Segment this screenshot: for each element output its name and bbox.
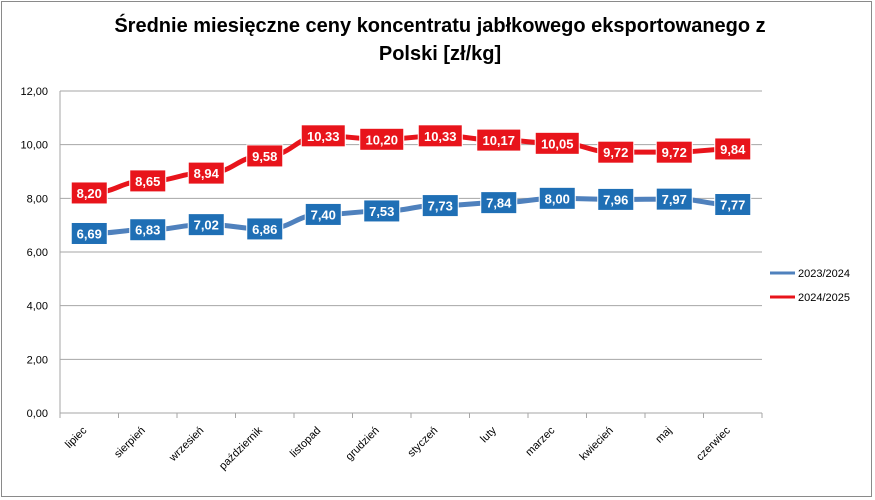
data-label-box [476, 128, 522, 152]
y-tick-label: 12,00 [20, 86, 48, 98]
data-label: 7,53 [369, 204, 394, 219]
legend-label: 2024/2025 [798, 292, 850, 304]
legend-label: 2023/2024 [798, 268, 850, 280]
data-label-box [246, 144, 284, 168]
data-label-box [655, 140, 693, 164]
data-labels: 6,69 6,83 7,02 6,86 7,40 7,53 7,73 7,84 8,00 7,96… [70, 124, 752, 245]
data-label-box [714, 137, 752, 161]
y-tick-label: 2,00 [27, 354, 48, 366]
data-label: 6,69 [77, 226, 102, 241]
y-tick-label: 8,00 [27, 193, 48, 205]
data-label: 9,72 [662, 145, 687, 160]
data-label-box [300, 124, 346, 148]
data-label: 7,77 [720, 198, 745, 213]
data-label-box [417, 124, 463, 148]
data-label-box [597, 140, 635, 164]
x-tick-label: marzec [523, 424, 557, 458]
data-label: 10,05 [541, 136, 574, 151]
x-tick-label: maj [653, 425, 674, 446]
y-tick-label: 6,00 [27, 247, 48, 259]
x-tick-label: luty [478, 424, 499, 445]
y-tick-label: 0,00 [27, 408, 48, 420]
x-tick-label: styczeń [406, 425, 441, 460]
x-tick-label: czerwiec [694, 424, 733, 463]
data-label-box [363, 199, 401, 223]
data-label-box [304, 202, 342, 226]
y-tick-label: 10,00 [20, 140, 48, 152]
data-label: 9,58 [252, 149, 277, 164]
data-label-box [70, 221, 108, 245]
x-tick-label: listopad [288, 425, 323, 460]
data-label: 7,02 [194, 218, 219, 233]
data-label-box [534, 131, 580, 155]
data-label: 10,17 [482, 133, 515, 148]
data-label: 10,33 [307, 129, 340, 144]
data-label-box [359, 127, 405, 151]
data-label-box [246, 217, 284, 241]
data-label: 7,40 [311, 207, 336, 222]
data-label-box [714, 193, 752, 217]
data-label: 8,00 [545, 191, 570, 206]
chart-title-line-2: Polski [zł/kg] [378, 43, 502, 65]
data-label: 10,20 [365, 132, 398, 147]
series-line-1 [86, 195, 736, 236]
x-tick-label: kwiecień [578, 425, 616, 463]
data-label-box [538, 186, 576, 210]
data-label: 9,72 [603, 145, 628, 160]
x-tick-label: grudzień [344, 425, 382, 463]
data-label-box [70, 181, 108, 205]
data-label-box [187, 213, 225, 237]
x-tick-label: lipiec [63, 424, 90, 451]
data-label: 8,94 [194, 166, 220, 181]
data-label-box [655, 187, 693, 211]
data-label-box [129, 169, 167, 193]
data-label-box [597, 187, 635, 211]
data-label: 6,86 [252, 222, 277, 237]
data-label-box [480, 191, 518, 215]
chart-legend: 2023/2024 2024/2025 [770, 268, 850, 304]
data-label: 7,96 [603, 192, 628, 207]
chart-title-line-1: Średnie miesięczne ceny koncentratu jabł… [114, 15, 766, 37]
data-label-box [187, 161, 225, 185]
x-tick-label: październik [217, 424, 265, 472]
x-tick-label: sierpień [112, 425, 148, 461]
data-label-box [421, 194, 459, 218]
data-label-box [129, 218, 167, 242]
data-label: 7,84 [486, 196, 512, 211]
y-tick-label: 4,00 [27, 301, 48, 313]
data-label: 10,33 [424, 129, 457, 144]
x-tick-label: wrzesień [166, 425, 206, 465]
data-label: 9,84 [720, 142, 746, 157]
data-label: 7,97 [662, 192, 687, 207]
data-label: 8,20 [77, 186, 102, 201]
data-label: 8,65 [135, 174, 160, 189]
chart-title: Średnie miesięczne ceny koncentratu jabł… [60, 12, 820, 68]
data-label: 6,83 [135, 223, 160, 238]
series-lines [86, 133, 736, 236]
data-label: 7,73 [428, 199, 453, 214]
